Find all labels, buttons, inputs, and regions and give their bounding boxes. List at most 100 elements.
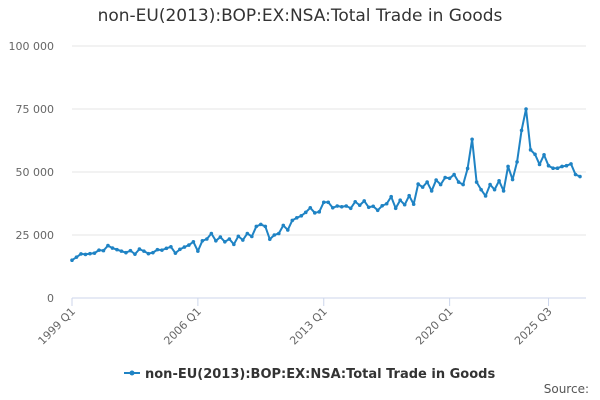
- data-point[interactable]: [501, 189, 506, 193]
- data-point[interactable]: [223, 240, 227, 244]
- data-point[interactable]: [447, 176, 452, 181]
- data-point[interactable]: [452, 172, 456, 177]
- data-point[interactable]: [128, 248, 133, 253]
- data-point[interactable]: [164, 246, 169, 251]
- data-point[interactable]: [312, 211, 317, 215]
- data-point[interactable]: [533, 152, 537, 157]
- data-point[interactable]: [461, 182, 465, 187]
- data-point[interactable]: [236, 234, 241, 239]
- data-point[interactable]: [389, 194, 393, 199]
- data-point[interactable]: [470, 137, 474, 142]
- data-point[interactable]: [578, 174, 582, 179]
- data-point[interactable]: [124, 250, 128, 255]
- data-point[interactable]: [101, 248, 106, 253]
- data-point[interactable]: [474, 180, 479, 184]
- data-point[interactable]: [429, 189, 434, 193]
- data-point[interactable]: [196, 249, 200, 253]
- data-point[interactable]: [560, 164, 564, 169]
- data-point[interactable]: [515, 160, 519, 164]
- data-point[interactable]: [569, 162, 573, 166]
- legend[interactable]: non-EU(2013):BOP:EX:NSA:Total Trade in G…: [124, 367, 495, 382]
- data-point[interactable]: [573, 172, 578, 177]
- data-point[interactable]: [371, 204, 376, 209]
- data-point[interactable]: [245, 231, 250, 236]
- data-point[interactable]: [232, 242, 236, 247]
- data-point[interactable]: [497, 179, 501, 183]
- data-point[interactable]: [290, 218, 295, 223]
- data-point[interactable]: [209, 231, 214, 236]
- data-point[interactable]: [106, 243, 110, 248]
- data-point[interactable]: [187, 243, 191, 247]
- data-point[interactable]: [254, 224, 259, 229]
- data-point[interactable]: [357, 203, 362, 208]
- data-point[interactable]: [74, 255, 79, 259]
- data-point[interactable]: [348, 206, 353, 211]
- data-point[interactable]: [303, 210, 308, 215]
- data-point[interactable]: [416, 182, 420, 186]
- data-point[interactable]: [299, 214, 304, 218]
- data-point[interactable]: [137, 247, 142, 251]
- data-point[interactable]: [393, 206, 398, 211]
- data-point[interactable]: [146, 251, 151, 256]
- data-point[interactable]: [151, 250, 155, 255]
- data-point[interactable]: [546, 163, 551, 168]
- data-point[interactable]: [169, 245, 173, 249]
- data-point[interactable]: [555, 166, 560, 171]
- data-point[interactable]: [519, 128, 524, 133]
- data-point[interactable]: [182, 245, 187, 249]
- data-point[interactable]: [133, 252, 137, 256]
- data-point[interactable]: [227, 237, 232, 241]
- data-point[interactable]: [326, 200, 331, 205]
- data-point[interactable]: [205, 237, 209, 241]
- data-point[interactable]: [155, 247, 160, 252]
- data-point[interactable]: [380, 203, 384, 208]
- data-point[interactable]: [537, 162, 542, 167]
- data-point[interactable]: [259, 222, 263, 227]
- data-point[interactable]: [173, 251, 178, 255]
- data-point[interactable]: [250, 234, 254, 239]
- data-point[interactable]: [524, 107, 528, 111]
- data-point[interactable]: [285, 228, 290, 232]
- data-point[interactable]: [551, 166, 555, 171]
- data-point[interactable]: [492, 187, 497, 192]
- data-point[interactable]: [479, 187, 483, 192]
- data-point[interactable]: [214, 239, 218, 243]
- data-point[interactable]: [178, 247, 182, 252]
- data-point[interactable]: [241, 238, 245, 242]
- data-point[interactable]: [339, 204, 344, 209]
- legend-label[interactable]: non-EU(2013):BOP:EX:NSA:Total Trade in G…: [145, 367, 495, 382]
- data-point[interactable]: [321, 200, 326, 205]
- data-point[interactable]: [488, 182, 492, 187]
- data-point[interactable]: [110, 246, 115, 250]
- data-point[interactable]: [268, 237, 272, 242]
- data-point[interactable]: [528, 148, 533, 152]
- data-point[interactable]: [434, 178, 438, 182]
- data-point[interactable]: [375, 208, 380, 213]
- data-point[interactable]: [88, 251, 92, 256]
- data-point[interactable]: [362, 199, 367, 203]
- data-point[interactable]: [308, 205, 313, 210]
- data-point[interactable]: [425, 180, 429, 184]
- source-credit[interactable]: Source:: [544, 382, 589, 396]
- data-point[interactable]: [200, 239, 205, 243]
- data-point[interactable]: [465, 166, 470, 171]
- data-point[interactable]: [483, 194, 488, 198]
- data-point[interactable]: [79, 252, 83, 256]
- data-point[interactable]: [191, 240, 196, 244]
- data-point[interactable]: [70, 258, 74, 263]
- data-point[interactable]: [97, 248, 101, 252]
- data-point[interactable]: [272, 233, 277, 237]
- data-point[interactable]: [366, 205, 371, 210]
- data-point[interactable]: [92, 251, 97, 255]
- data-point[interactable]: [420, 185, 425, 189]
- data-point[interactable]: [506, 164, 510, 169]
- data-point[interactable]: [160, 248, 164, 252]
- data-point[interactable]: [119, 249, 124, 253]
- data-point[interactable]: [564, 163, 569, 168]
- data-point[interactable]: [83, 252, 88, 257]
- data-point[interactable]: [407, 193, 411, 198]
- data-point[interactable]: [277, 231, 281, 236]
- data-point[interactable]: [317, 210, 322, 214]
- data-point[interactable]: [281, 223, 286, 228]
- data-point[interactable]: [510, 177, 515, 182]
